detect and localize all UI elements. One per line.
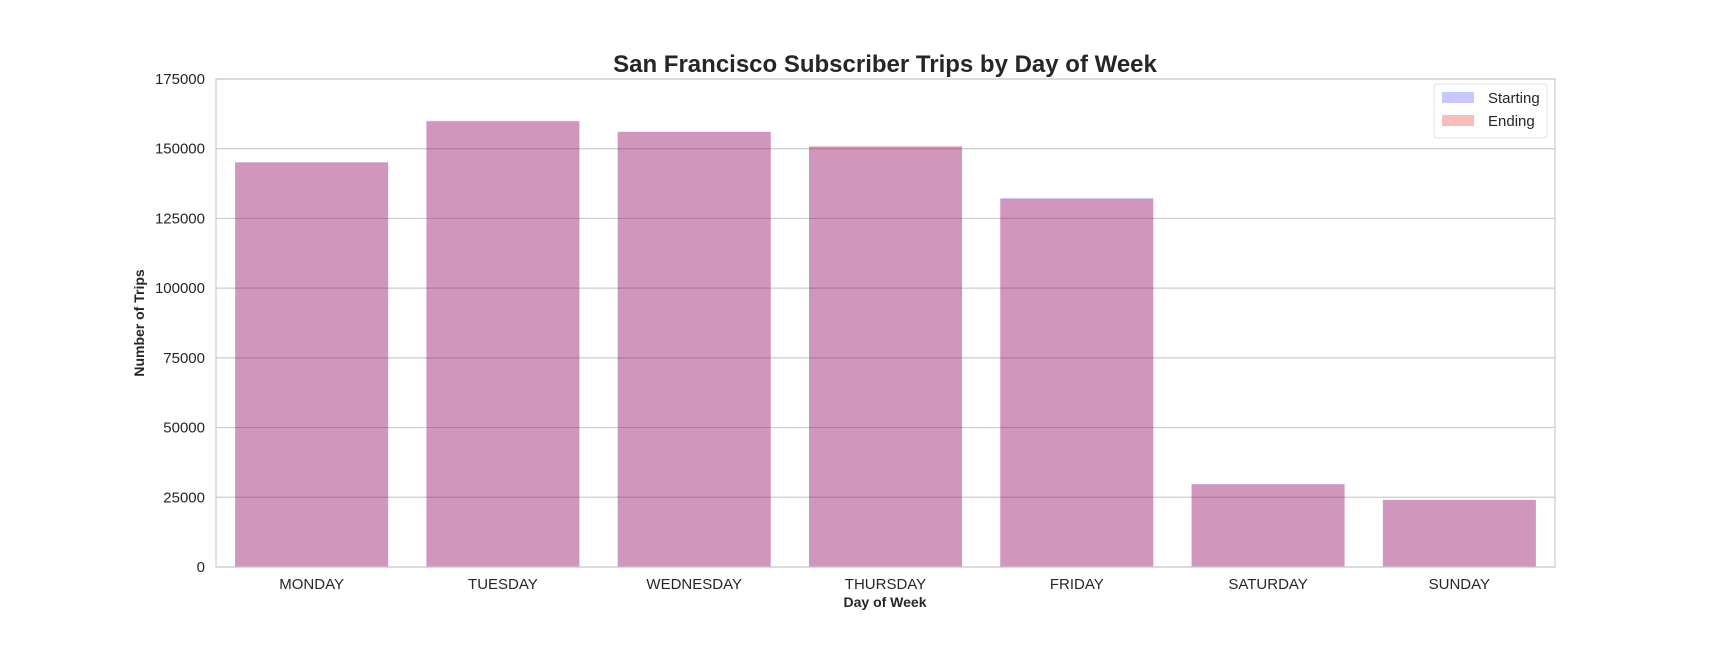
legend-items: Starting Ending bbox=[1442, 90, 1540, 130]
y-tick-label: 100000 bbox=[155, 280, 205, 297]
bar-ending-saturday bbox=[1191, 484, 1345, 567]
bar-ending-tuesday bbox=[426, 120, 580, 567]
bar-starting-thursday bbox=[808, 146, 963, 568]
y-tick-label: 25000 bbox=[163, 489, 205, 506]
legend: Starting Ending bbox=[1433, 83, 1548, 139]
y-tick-label: 150000 bbox=[155, 141, 205, 158]
bar-ending-monday bbox=[235, 162, 389, 567]
plot-area bbox=[216, 79, 1555, 567]
x-tick-label: FRIDAY bbox=[1050, 576, 1104, 593]
x-tick-labels: MONDAY TUESDAY WEDNESDAY THURSDAY FRIDAY SATU… bbox=[279, 576, 1490, 593]
bar-ending-thursday bbox=[808, 146, 963, 567]
bar-starting-tuesday bbox=[426, 121, 580, 567]
x-tick-label: SATURDAY bbox=[1228, 576, 1307, 593]
bar-starting-sunday bbox=[1382, 499, 1536, 567]
plot-frame bbox=[215, 78, 1556, 568]
x-tick-label: SUNDAY bbox=[1429, 576, 1490, 593]
bar-starting-monday bbox=[235, 162, 389, 567]
y-tick-label: 125000 bbox=[155, 210, 205, 227]
x-tick-label: TUESDAY bbox=[468, 576, 538, 593]
x-tick-label: THURSDAY bbox=[845, 576, 926, 593]
bar-ending-sunday bbox=[1382, 500, 1536, 567]
legend-label-starting: Starting bbox=[1488, 90, 1540, 107]
x-axis-title: Day of Week bbox=[844, 594, 927, 610]
y-tick-label: 50000 bbox=[163, 420, 205, 437]
bar-ending-friday bbox=[1000, 198, 1154, 567]
legend-label-ending: Ending bbox=[1488, 113, 1535, 130]
bars bbox=[235, 120, 1536, 568]
bar-starting-friday bbox=[1000, 198, 1154, 567]
y-tick-label: 75000 bbox=[163, 350, 205, 367]
legend-swatch-starting bbox=[1442, 92, 1474, 103]
legend-swatch-ending bbox=[1442, 115, 1474, 126]
bar-ending-wednesday bbox=[617, 131, 771, 568]
legend-box bbox=[1433, 83, 1548, 139]
x-tick-label: MONDAY bbox=[279, 576, 344, 593]
bar-starting-saturday bbox=[1191, 483, 1345, 567]
bar-starting-wednesday bbox=[617, 131, 771, 568]
x-tick-label: WEDNESDAY bbox=[646, 576, 742, 593]
chart-title: San Francisco Subscriber Trips by Day of… bbox=[613, 51, 1157, 78]
y-tick-label: 0 bbox=[197, 559, 205, 576]
y-tick-label: 175000 bbox=[155, 71, 205, 88]
y-axis-title: Number of Trips bbox=[131, 269, 147, 377]
y-tick-labels: 0 25000 50000 75000 100000 125000 150000 175000 bbox=[155, 71, 205, 576]
